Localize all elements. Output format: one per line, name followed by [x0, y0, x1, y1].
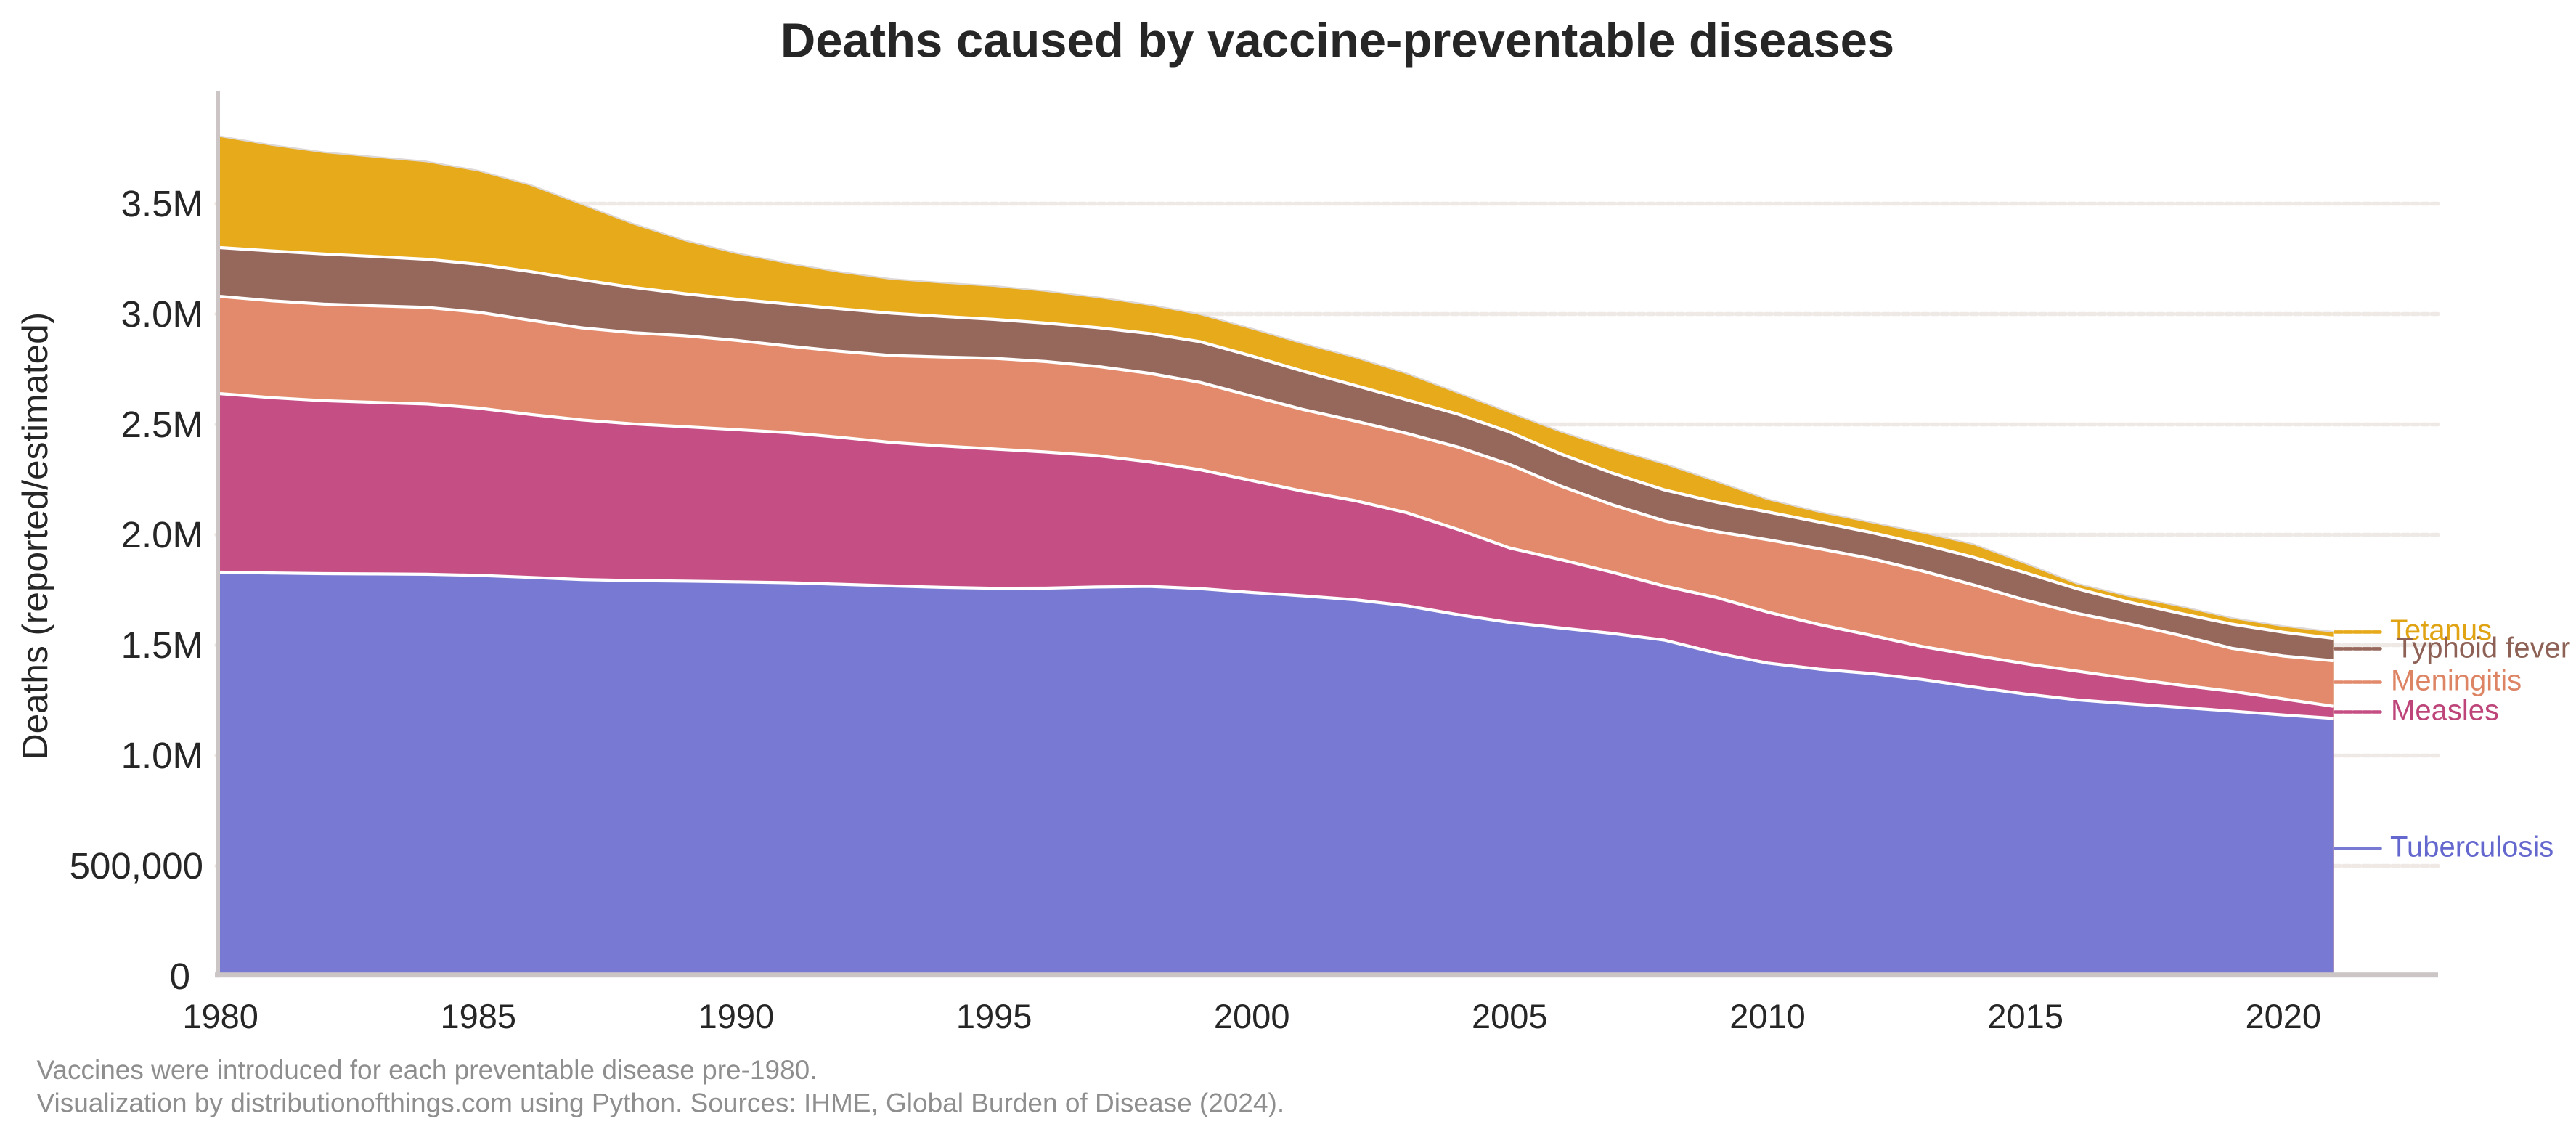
svg-text:3.0M: 3.0M	[121, 293, 203, 335]
svg-text:Meningitis: Meningitis	[2391, 665, 2522, 697]
svg-text:2020: 2020	[2246, 997, 2322, 1035]
svg-text:Tuberculosis: Tuberculosis	[2390, 831, 2553, 863]
svg-text:Tetanus: Tetanus	[2390, 614, 2492, 646]
svg-text:Deaths (reported/estimated): Deaths (reported/estimated)	[15, 312, 55, 760]
svg-text:2.5M: 2.5M	[121, 404, 203, 445]
svg-text:1980: 1980	[182, 997, 258, 1035]
svg-text:1995: 1995	[956, 997, 1032, 1035]
svg-text:0: 0	[170, 956, 190, 997]
svg-text:Visualization by distributiono: Visualization by distributionofthings.co…	[37, 1088, 1285, 1118]
svg-text:2000: 2000	[1214, 997, 1290, 1035]
svg-text:2015: 2015	[1987, 997, 2063, 1035]
svg-text:2010: 2010	[1729, 997, 1806, 1035]
svg-text:Measles: Measles	[2391, 695, 2499, 727]
svg-text:1985: 1985	[441, 997, 517, 1035]
svg-text:Typhoid fever: Typhoid fever	[2396, 632, 2570, 664]
svg-text:2005: 2005	[1472, 997, 1548, 1035]
svg-text:500,000: 500,000	[70, 845, 203, 887]
svg-text:1990: 1990	[698, 997, 775, 1035]
svg-text:1.0M: 1.0M	[121, 735, 203, 776]
svg-text:3.5M: 3.5M	[121, 183, 203, 224]
svg-text:1.5M: 1.5M	[121, 624, 203, 666]
svg-text:Vaccines were introduced for e: Vaccines were introduced for each preven…	[37, 1055, 818, 1085]
svg-text:2.0M: 2.0M	[121, 514, 203, 555]
svg-text:Deaths caused by vaccine-preve: Deaths caused by vaccine-preventable dis…	[780, 14, 1894, 68]
